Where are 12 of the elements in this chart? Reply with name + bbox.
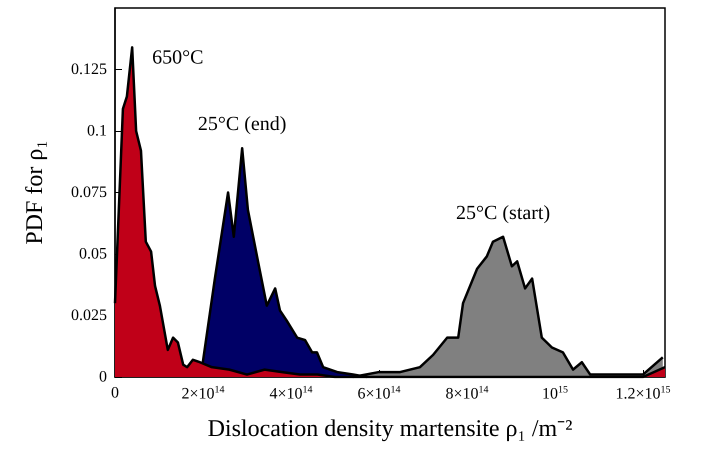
- series-label: 25°C (end): [198, 113, 286, 136]
- y-tick-label: 0.025: [71, 307, 107, 324]
- y-axis-title: PDF for ρ₁: [22, 140, 48, 245]
- y-tick-label: 0.075: [71, 184, 107, 201]
- y-tick-label: 0.1: [87, 122, 107, 140]
- y-tick-label: 0: [99, 368, 107, 386]
- y-tick-label: 0.05: [79, 246, 107, 262]
- x-tick-label: 0: [111, 384, 119, 402]
- series-label: 650°C: [152, 46, 204, 68]
- y-tick-label: 0.125: [71, 61, 107, 78]
- x-axis-title: Dislocation density martensite ρ₁ /m⁻²: [208, 416, 572, 442]
- series-label: 25°C (start): [456, 202, 550, 224]
